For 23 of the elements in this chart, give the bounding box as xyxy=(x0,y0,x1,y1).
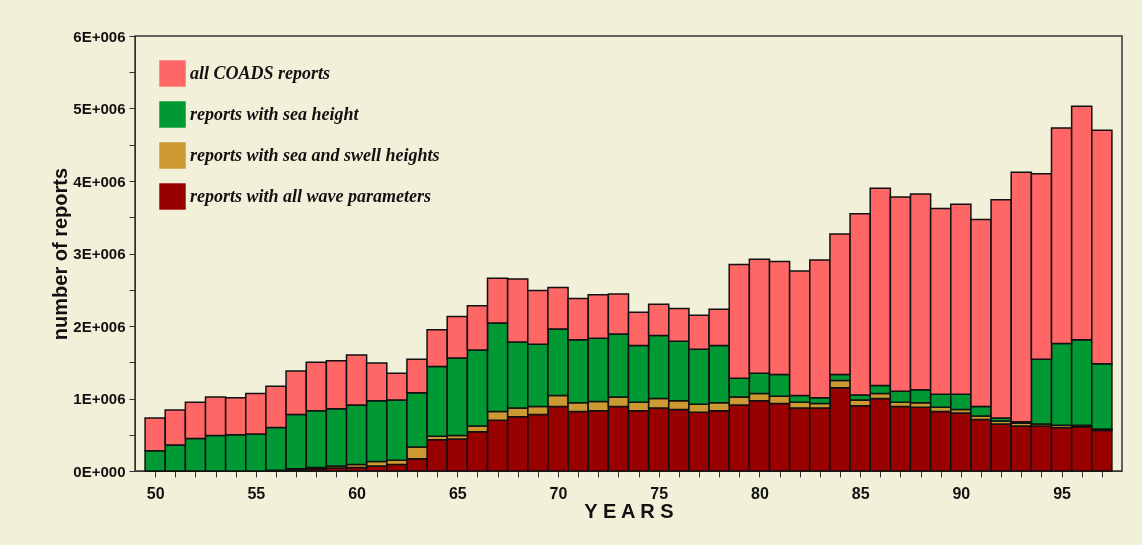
y-tick-label: 2E+006 xyxy=(73,317,126,335)
x-tick-label: 90 xyxy=(952,484,971,502)
x-tick-label: 95 xyxy=(1053,484,1072,502)
y-tick-label: 4E+006 xyxy=(73,172,126,190)
y-tick-label: 5E+006 xyxy=(73,100,126,117)
x-tick-label: 50 xyxy=(146,484,165,502)
y-axis-title: number of reports xyxy=(49,167,72,341)
x-tick-label: 75 xyxy=(650,484,669,502)
legend-label: reports with sea and swell heights xyxy=(190,144,440,165)
legend-label: all COADS reports xyxy=(190,62,331,83)
legend-label: reports with all wave parameters xyxy=(190,185,432,206)
x-tick-label: 65 xyxy=(448,484,467,502)
y-tick-label: 3E+006 xyxy=(73,245,126,262)
legend-label: reports with sea height xyxy=(190,103,360,124)
y-tick-label: 6E+006 xyxy=(73,27,126,45)
x-tick-label: 55 xyxy=(247,484,266,502)
x-tick-label: 60 xyxy=(348,484,367,502)
y-tick-label: 0E+000 xyxy=(73,462,126,480)
x-tick-label: 85 xyxy=(851,484,870,502)
x-tick-label: 70 xyxy=(549,484,568,502)
x-tick-label: 80 xyxy=(751,484,769,502)
y-tick-label: 1E+006 xyxy=(73,390,126,407)
x-axis-title: Y E A R S xyxy=(584,499,674,522)
